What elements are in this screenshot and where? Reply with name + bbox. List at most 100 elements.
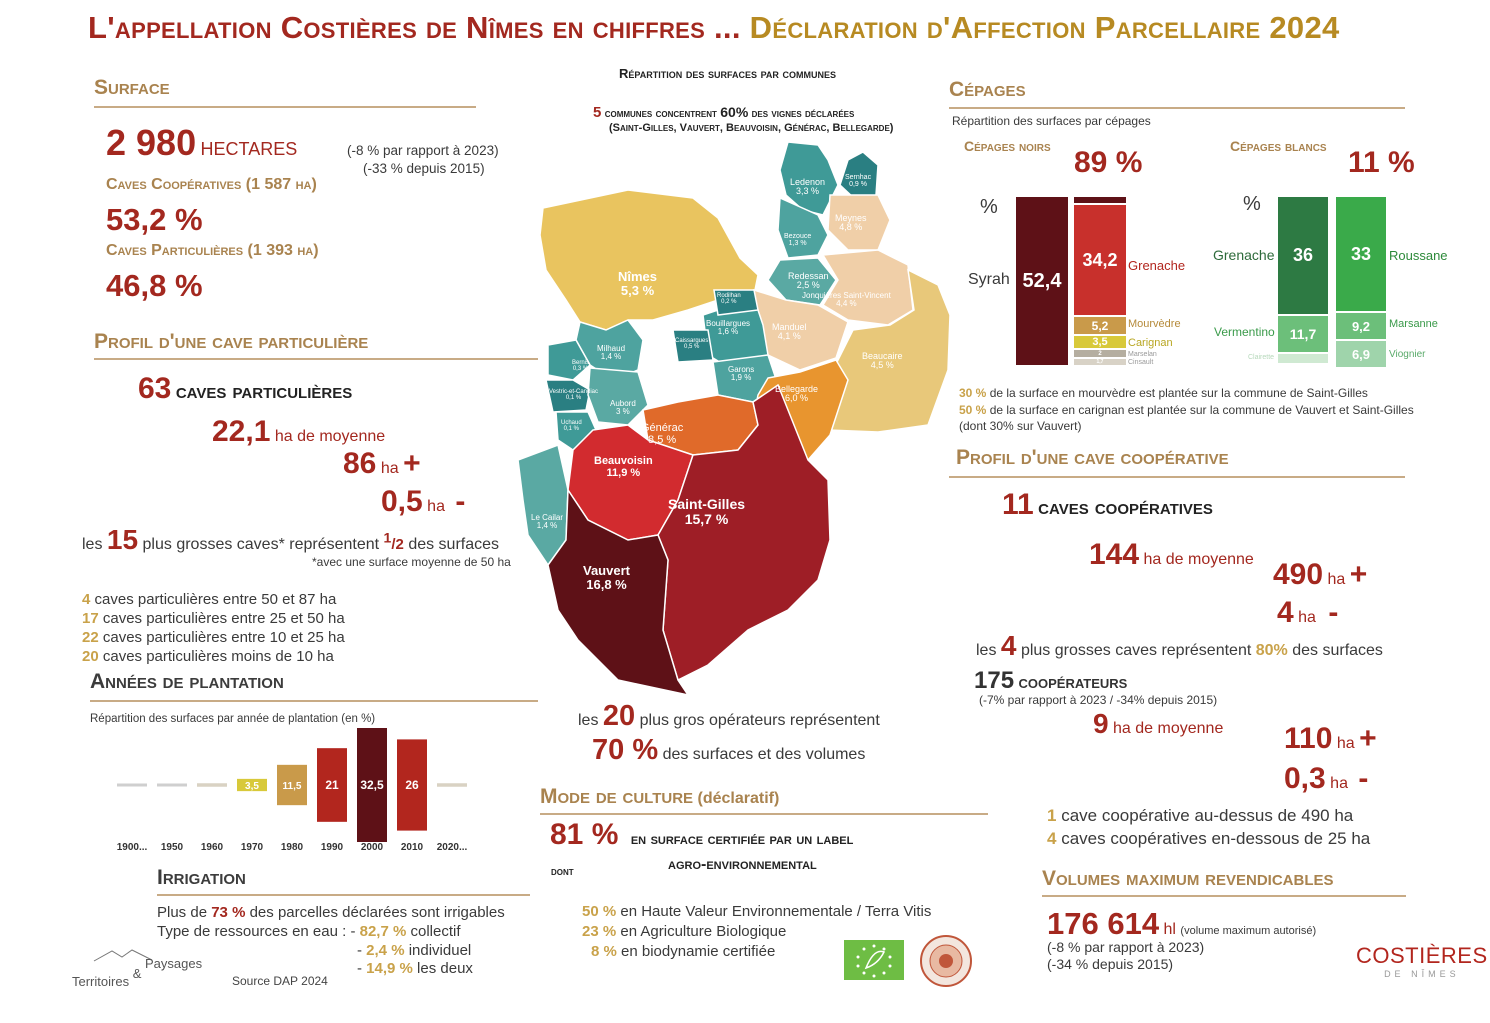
divider — [94, 358, 538, 360]
communes-map — [518, 141, 951, 697]
cooperateurs: 175 coopérateurs — [974, 667, 1128, 694]
hectares-value: 2 980 — [106, 122, 197, 163]
bar-noirs-top — [1074, 197, 1126, 203]
part-pct: 46,8 % — [106, 268, 203, 303]
map-label-le-cailar: Le Cailar 1,4 % — [531, 513, 564, 531]
mode-item: 23 % en Agriculture Biologique — [582, 923, 787, 940]
coop-line1: 1 cave coopérative au-dessus de 490 ha — [1047, 806, 1354, 825]
breakdown-item: 4 caves particulières entre 50 et 87 ha — [82, 591, 337, 608]
plantation-tick-label: 2000 — [361, 842, 384, 853]
commune-rodilhan — [713, 289, 759, 316]
part-count-label: caves particulières — [175, 378, 353, 403]
bar-mourvedre: 5,2 — [1074, 317, 1126, 334]
part-avg-value: 22,1 — [212, 415, 271, 448]
frac-num: 1 — [383, 529, 392, 546]
coop-change: (-7% par rapport à 2023 / -34% depuis 20… — [979, 693, 1218, 707]
cepages-heading: Cépages — [949, 78, 1026, 101]
hectares-unit: hectares — [200, 131, 298, 161]
map-label-generac: Générac 8,5 % — [641, 422, 684, 446]
frac-den: /2 — [391, 536, 404, 553]
coop-min: 4 ha - — [1277, 596, 1339, 629]
surface-heading: Surface — [94, 76, 170, 99]
coop-top: les 4 plus grosses caves représentent 80… — [976, 630, 1383, 661]
map-subtitle: 5 communes concentrent 60% des vignes dé… — [593, 104, 855, 121]
mode-item: 8 % en biodynamie certifiée — [591, 943, 776, 960]
label-grenache-blanc: Grenache — [1213, 247, 1275, 263]
bar-marselan: 2 — [1074, 350, 1126, 357]
label-roussane: Roussane — [1389, 248, 1448, 263]
plantation-bar — [317, 748, 347, 822]
plantation-bar-label: 21 — [325, 778, 339, 792]
annees-subtitle: Répartition des surfaces par année de pl… — [90, 713, 376, 725]
title-part1: L'appellation Costières de Nîmes en chif… — [88, 10, 741, 45]
plantation-tick-label: 1950 — [161, 842, 184, 853]
plantation-bars-svg: 1900... 1950 1960 3,5 1970 11,5 1980 21 1990 32,5… — [117, 728, 468, 853]
part-avg-label: ha de moyenne — [274, 428, 386, 445]
divider — [90, 700, 538, 702]
coop-member-avg: 9 ha de moyenne — [1093, 708, 1224, 739]
plantation-bar-label: 32,5 — [360, 778, 384, 792]
divider — [949, 107, 1405, 109]
part-min-unit: ha — [427, 498, 445, 515]
breakdown-item: 22 caves particulières entre 10 et 25 ha — [82, 629, 345, 646]
coop-avg: 144 ha de moyenne — [1089, 538, 1254, 571]
label-carignan: Carignan — [1128, 337, 1173, 349]
plantation-bar-label: 26 — [405, 778, 419, 792]
plantation-bar — [157, 783, 187, 787]
plantation-tick-label: 2010 — [401, 842, 424, 853]
label-grenache-noir: Grenache — [1128, 258, 1186, 273]
coop-member-max: 110 ha + — [1284, 722, 1377, 755]
label-marsanne: Marsanne — [1389, 318, 1438, 330]
coop-pct: 53,2 % — [106, 202, 203, 237]
noirs-axis-pct: % — [980, 196, 998, 218]
irrigation-line3: - 2,4 % individuel — [357, 942, 472, 959]
commune-bezouce — [777, 196, 829, 259]
bar-syrah: 52,4 — [1016, 197, 1068, 365]
label-vermentino: Vermentino — [1214, 325, 1275, 339]
divider — [949, 476, 1405, 478]
costieres-logo: COSTIÈRES DE NÎMES — [1356, 943, 1488, 979]
map-label-manduel: Manduel 4,1 % — [772, 322, 807, 342]
breakdown-item: 20 caves particulières moins de 10 ha — [82, 648, 334, 665]
cepages-note3: (dont 30% sur Vauvert) — [959, 419, 1082, 433]
commune-bernis — [547, 339, 591, 381]
biodynamie-seal-icon — [920, 935, 972, 987]
map-label-bouillargues: Bouillargues 1,6 % — [706, 319, 751, 337]
commune-beaucaire — [827, 268, 951, 433]
plus-sign: + — [403, 447, 421, 480]
mode-item: 50 % en Haute Valeur Environnementale / … — [582, 903, 932, 920]
plantation-tick-label: 2020... — [437, 842, 468, 853]
surface-hectares: 2 980 hectares — [106, 122, 297, 164]
map-label-rodilhan: Rodilhan 0,2 % — [717, 293, 741, 306]
territoires-logo: Territoires & Paysages — [72, 949, 202, 989]
map-label-ledenon: Ledenon 3,3 % — [790, 177, 826, 197]
map-label-vestric: Vestric-et-Candiac 0,1 % — [549, 389, 599, 402]
mountain-icon — [93, 949, 153, 962]
divider — [94, 106, 476, 108]
surface-change-2023: (-8 % par rapport à 2023) — [347, 143, 499, 158]
label-cinsault: Cinsault — [1128, 359, 1154, 366]
volumes-heading: Volumes maximum revendicables — [1042, 867, 1334, 890]
noirs-pct: 89 % — [1074, 146, 1143, 179]
blancs-axis-pct: % — [1243, 193, 1261, 215]
plantation-bar — [437, 783, 467, 787]
map-label-jonquieres: Jonquières Saint-Vincent 4,4 % — [802, 291, 891, 309]
noirs-label: Cépages noirs — [964, 138, 1051, 154]
map-label-vauvert: Vauvert 16,8 % — [583, 563, 630, 592]
source-text: Source DAP 2024 — [232, 974, 328, 988]
commune-ledenon — [779, 141, 839, 216]
plantation-tick-label: 1900... — [117, 842, 148, 853]
coop-count: 11 caves coopératives — [1002, 488, 1213, 521]
irrigation-line1: Plus de 73 % des parcelles déclarées son… — [157, 904, 505, 921]
map-label-beaucaire: Beaucaire 4,5 % — [862, 351, 903, 371]
breakdown-item: 17 caves particulières entre 25 et 50 ha — [82, 610, 345, 627]
commune-nimes — [539, 189, 759, 331]
part-count-value: 63 — [138, 372, 172, 405]
mode-main: 81 % en surface certifiée par un label — [550, 818, 854, 851]
part-max-unit: ha — [380, 460, 399, 477]
plantation-bar-label: 11,5 — [283, 781, 302, 792]
map-label-saint-gilles: Saint-Gilles 15,7 % — [668, 496, 746, 527]
part-breakdown: 4 caves particulières entre 50 et 87 ha … — [82, 590, 345, 666]
part-avg: 22,1 ha de moyenne — [212, 415, 385, 449]
surface-change: (-8 % par rapport à 2023) (-33 % depuis … — [347, 142, 499, 178]
